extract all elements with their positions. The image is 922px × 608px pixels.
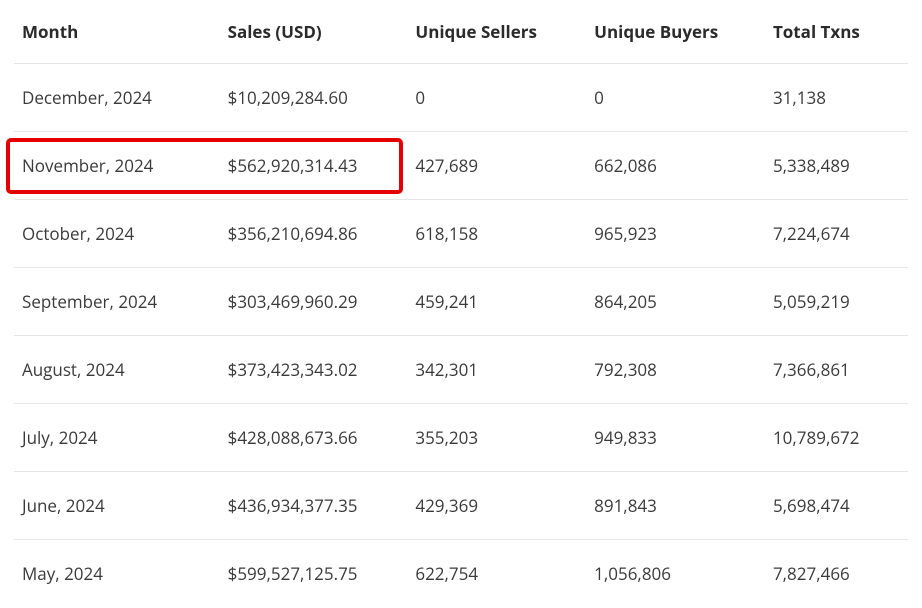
- sales-table-container: Month Sales (USD) Unique Sellers Unique …: [0, 0, 922, 607]
- cell-txns: 10,789,672: [765, 404, 908, 472]
- table-row: October, 2024 $356,210,694.86 618,158 96…: [14, 200, 908, 268]
- cell-txns: 31,138: [765, 64, 908, 132]
- cell-txns: 5,338,489: [765, 132, 908, 200]
- cell-month: November, 2024: [14, 132, 220, 200]
- cell-sales: $373,423,343.02: [220, 336, 408, 404]
- cell-txns: 5,059,219: [765, 268, 908, 336]
- cell-month: August, 2024: [14, 336, 220, 404]
- cell-txns: 7,224,674: [765, 200, 908, 268]
- cell-sellers: 618,158: [407, 200, 586, 268]
- cell-sales: $428,088,673.66: [220, 404, 408, 472]
- table-body: December, 2024 $10,209,284.60 0 0 31,138…: [14, 64, 908, 608]
- cell-sales: $10,209,284.60: [220, 64, 408, 132]
- table-row: May, 2024 $599,527,125.75 622,754 1,056,…: [14, 540, 908, 608]
- cell-month: June, 2024: [14, 472, 220, 540]
- cell-sellers: 0: [407, 64, 586, 132]
- table-row: August, 2024 $373,423,343.02 342,301 792…: [14, 336, 908, 404]
- cell-sales: $303,469,960.29: [220, 268, 408, 336]
- cell-txns: 7,827,466: [765, 540, 908, 608]
- cell-sales: $356,210,694.86: [220, 200, 408, 268]
- cell-buyers: 949,833: [586, 404, 765, 472]
- col-header-sales: Sales (USD): [220, 8, 408, 64]
- col-header-buyers: Unique Buyers: [586, 8, 765, 64]
- cell-sales: $436,934,377.35: [220, 472, 408, 540]
- cell-sellers: 459,241: [407, 268, 586, 336]
- cell-buyers: 965,923: [586, 200, 765, 268]
- cell-month: October, 2024: [14, 200, 220, 268]
- cell-sellers: 427,689: [407, 132, 586, 200]
- cell-buyers: 662,086: [586, 132, 765, 200]
- table-row: September, 2024 $303,469,960.29 459,241 …: [14, 268, 908, 336]
- cell-txns: 5,698,474: [765, 472, 908, 540]
- table-row: July, 2024 $428,088,673.66 355,203 949,8…: [14, 404, 908, 472]
- cell-sellers: 342,301: [407, 336, 586, 404]
- table-row: December, 2024 $10,209,284.60 0 0 31,138: [14, 64, 908, 132]
- col-header-txns: Total Txns: [765, 8, 908, 64]
- cell-txns: 7,366,861: [765, 336, 908, 404]
- cell-buyers: 864,205: [586, 268, 765, 336]
- cell-sellers: 622,754: [407, 540, 586, 608]
- cell-month: May, 2024: [14, 540, 220, 608]
- cell-sellers: 355,203: [407, 404, 586, 472]
- col-header-sellers: Unique Sellers: [407, 8, 586, 64]
- cell-sales: $599,527,125.75: [220, 540, 408, 608]
- cell-sellers: 429,369: [407, 472, 586, 540]
- cell-month: July, 2024: [14, 404, 220, 472]
- cell-buyers: 792,308: [586, 336, 765, 404]
- table-row: June, 2024 $436,934,377.35 429,369 891,8…: [14, 472, 908, 540]
- cell-buyers: 0: [586, 64, 765, 132]
- col-header-month: Month: [14, 8, 220, 64]
- cell-buyers: 891,843: [586, 472, 765, 540]
- cell-buyers: 1,056,806: [586, 540, 765, 608]
- cell-month: September, 2024: [14, 268, 220, 336]
- table-row: November, 2024 $562,920,314.43 427,689 6…: [14, 132, 908, 200]
- sales-table: Month Sales (USD) Unique Sellers Unique …: [14, 8, 908, 607]
- table-header-row: Month Sales (USD) Unique Sellers Unique …: [14, 8, 908, 64]
- cell-month: December, 2024: [14, 64, 220, 132]
- cell-sales: $562,920,314.43: [220, 132, 408, 200]
